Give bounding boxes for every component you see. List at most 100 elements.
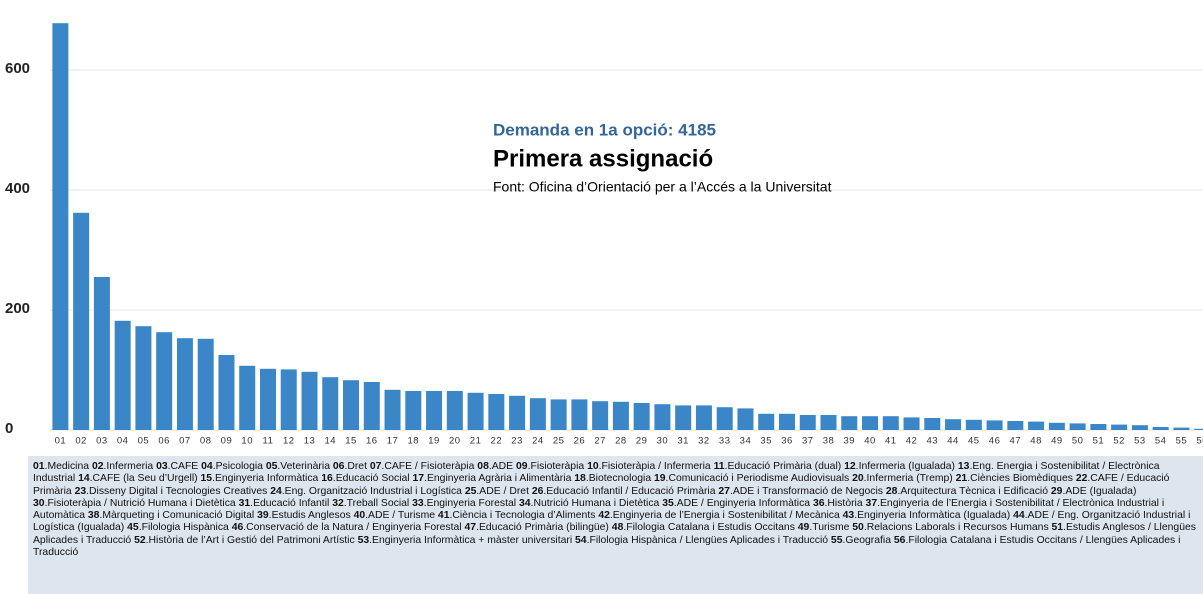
bar: [52, 23, 69, 430]
note-number: 31: [238, 497, 251, 509]
note-number: 42: [598, 510, 610, 522]
bar: [965, 419, 982, 430]
x-tick-label: 30: [657, 436, 669, 447]
x-tick-label: 01: [55, 436, 67, 447]
note-name: Geografia: [842, 535, 891, 546]
bar: [239, 365, 256, 430]
x-tick-label: 22: [491, 436, 503, 447]
x-tick-label: 34: [740, 436, 752, 447]
bar: [114, 320, 131, 430]
x-tick-label: 49: [1051, 436, 1063, 447]
y-tick-label: 400: [5, 180, 30, 197]
y-tick-label: 200: [5, 300, 30, 317]
note-number: 36: [812, 497, 825, 509]
bar: [550, 399, 567, 430]
note-number: 21: [955, 473, 968, 485]
note-name: Infermeria: [104, 461, 154, 472]
x-tick-label: 14: [324, 436, 336, 447]
x-tick-label: 04: [117, 436, 129, 447]
note-name: Infermeria (Igualada): [856, 461, 955, 472]
x-tick-label: 21: [470, 436, 482, 447]
bar: [924, 418, 941, 430]
x-tick-label: 36: [781, 436, 793, 447]
bar: [758, 413, 775, 430]
note-number: 01: [33, 461, 45, 472]
note-number: 32: [332, 497, 344, 509]
bar: [737, 408, 754, 430]
bar: [343, 380, 360, 430]
x-tick-label: 09: [221, 436, 233, 447]
x-tick-label: 05: [138, 436, 150, 447]
note-number: 04: [201, 461, 213, 472]
note-number: 13: [957, 461, 970, 472]
x-tick-label: 39: [843, 436, 855, 447]
bar: [654, 404, 671, 430]
y-tick-label: 0: [5, 420, 13, 437]
bar: [259, 368, 276, 430]
x-tick-label: 35: [760, 436, 772, 447]
note-number: 43: [842, 510, 855, 522]
bar: [509, 395, 526, 430]
bar: [945, 419, 962, 430]
note-number: 23: [74, 485, 87, 497]
note-number: 03: [156, 461, 168, 472]
bar: [862, 416, 879, 430]
note-number: 12: [844, 461, 856, 472]
bar: [529, 398, 546, 430]
note-number: 20: [852, 473, 864, 485]
note-number: 02: [91, 461, 104, 472]
note-number: 39: [257, 510, 269, 522]
x-tick-label: 45: [968, 436, 980, 447]
note-name: Turisme: [809, 522, 849, 533]
x-tick-label: 44: [947, 436, 959, 447]
x-tick-label: 13: [304, 436, 316, 447]
x-tick-label: 27: [594, 436, 606, 447]
bar: [1131, 425, 1148, 430]
note-number: 24: [270, 485, 282, 497]
x-tick-label: 31: [677, 436, 689, 447]
note-number: 18: [574, 473, 586, 485]
x-tick-label: 55: [1176, 436, 1188, 447]
note-number: 51: [1051, 522, 1064, 534]
note-number: 55: [830, 534, 843, 546]
bar: [882, 416, 899, 430]
note-name: ADE i Transformació de Negocis: [730, 486, 883, 497]
annotation: Demanda en 1a opció: 4185: [493, 120, 716, 139]
note-number: 22: [1075, 473, 1088, 485]
note-name: Veterinària: [277, 461, 330, 472]
bar: [1194, 428, 1203, 430]
note-name: Nutrició Humana i Dietètica: [531, 498, 660, 509]
note-name: ADE / Dret: [476, 486, 529, 497]
note-number: 29: [1050, 485, 1063, 497]
note-name: Dret: [344, 461, 367, 472]
note-name: Enginyeria Forestal: [424, 498, 516, 509]
bar: [633, 403, 650, 430]
note-name: Ciències Biomèdiques: [967, 473, 1073, 484]
x-tick-label: 51: [1093, 436, 1105, 447]
bar: [280, 369, 297, 430]
bar: [1090, 424, 1107, 430]
note-number: 47: [464, 522, 477, 534]
x-tick-label: 54: [1155, 436, 1167, 447]
note-number: 11: [713, 461, 725, 472]
note-number: 38: [87, 510, 100, 522]
note-number: 26: [531, 485, 544, 497]
note-name: Enginyeria Informàtica: [212, 473, 318, 484]
note-name: CAFE: [168, 461, 199, 472]
bar: [820, 415, 837, 430]
x-tick-label: 18: [408, 436, 420, 447]
bar: [322, 377, 339, 430]
y-tick-label: 600: [5, 60, 30, 77]
bar: [73, 212, 90, 430]
note-number: 37: [865, 497, 878, 509]
note-number: 07: [369, 461, 382, 472]
x-tick-label: 40: [864, 436, 876, 447]
x-tick-label: 28: [615, 436, 627, 447]
x-tick-label: 12: [283, 436, 295, 447]
bar: [799, 415, 816, 430]
note-name: Estudis Anglesos: [269, 510, 351, 521]
x-tick-label: 11: [263, 436, 274, 447]
note-name: Història de l’Art i Gestió del Patrimoni…: [146, 535, 355, 546]
bar: [426, 391, 443, 430]
category-notes: 01Medicina 02Infermeria 03CAFE 04Psicolo…: [28, 456, 1203, 594]
